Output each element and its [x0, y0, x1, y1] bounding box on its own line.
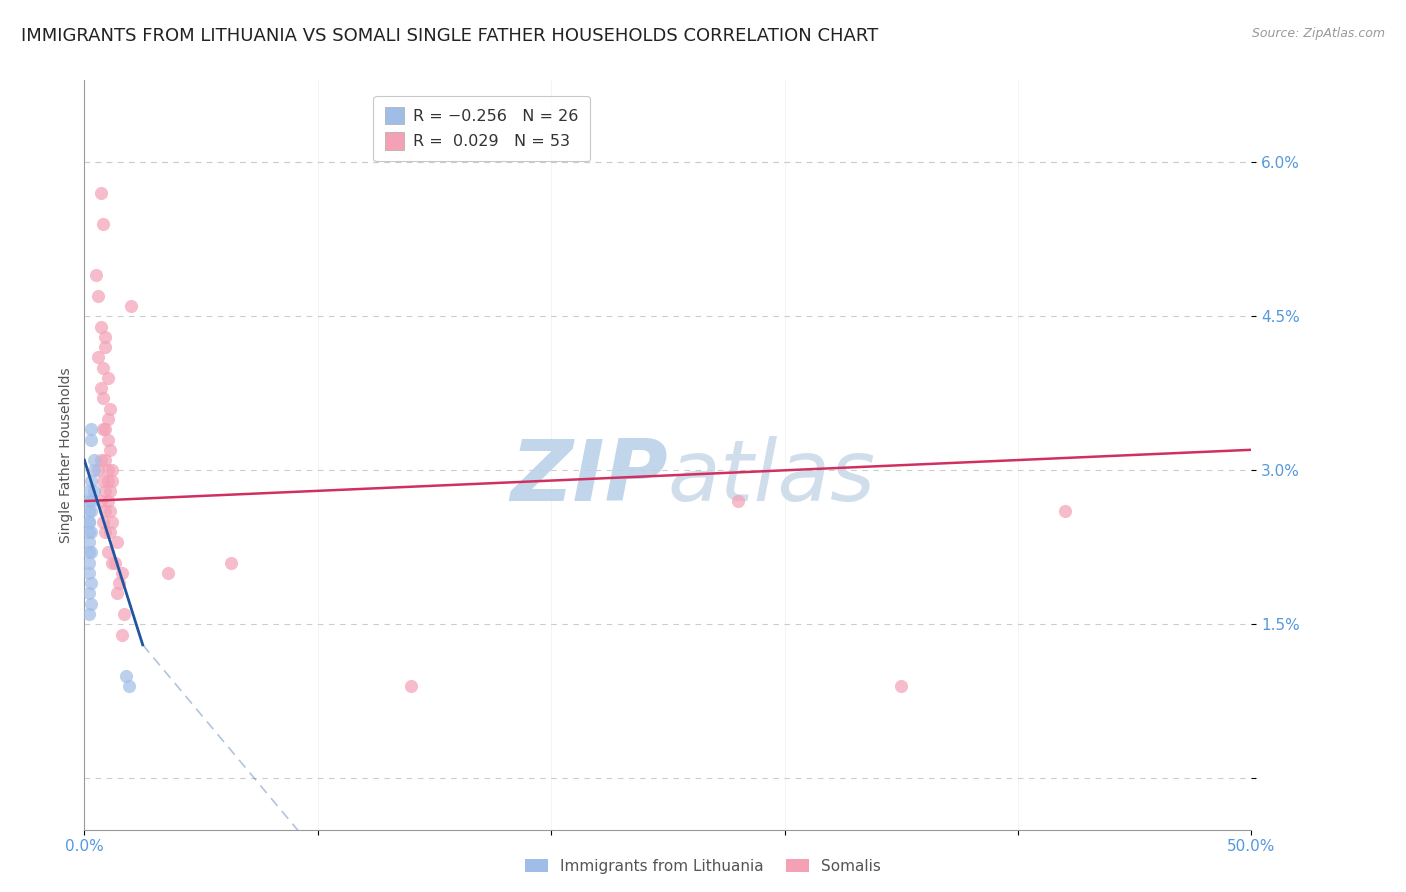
- Point: [98, 504, 121, 518]
- Point: [105, 586, 128, 600]
- Point: [120, 299, 142, 313]
- Point: [80, 524, 103, 539]
- Point: [94, 483, 117, 498]
- Point: [115, 668, 138, 682]
- Point: [97, 412, 120, 426]
- Point: [157, 566, 180, 580]
- Point: [80, 576, 103, 591]
- Text: atlas: atlas: [668, 436, 876, 519]
- Point: [399, 679, 422, 693]
- Point: [91, 392, 114, 406]
- Point: [80, 504, 103, 518]
- Point: [94, 422, 117, 436]
- Point: [1053, 504, 1076, 518]
- Point: [91, 515, 114, 529]
- Legend: Immigrants from Lithuania, Somalis: Immigrants from Lithuania, Somalis: [519, 853, 887, 880]
- Point: [77, 535, 100, 549]
- Point: [77, 524, 100, 539]
- Point: [90, 186, 112, 201]
- Point: [91, 474, 114, 488]
- Point: [90, 494, 112, 508]
- Point: [87, 351, 110, 365]
- Point: [77, 515, 100, 529]
- Point: [727, 494, 749, 508]
- Text: Source: ZipAtlas.com: Source: ZipAtlas.com: [1251, 27, 1385, 40]
- Point: [90, 319, 112, 334]
- Point: [94, 330, 117, 344]
- Point: [98, 401, 121, 416]
- Point: [83, 483, 105, 498]
- Point: [87, 463, 110, 477]
- Point: [98, 524, 121, 539]
- Point: [221, 556, 243, 570]
- Point: [77, 556, 100, 570]
- Point: [77, 504, 100, 518]
- Point: [77, 483, 100, 498]
- Point: [111, 566, 134, 580]
- Point: [94, 504, 117, 518]
- Point: [98, 442, 121, 457]
- Point: [111, 627, 134, 641]
- Point: [108, 576, 131, 591]
- Point: [77, 515, 100, 529]
- Point: [97, 494, 120, 508]
- Point: [77, 607, 100, 621]
- Point: [91, 217, 114, 231]
- Point: [83, 453, 105, 467]
- Point: [97, 433, 120, 447]
- Point: [84, 268, 107, 283]
- Point: [94, 453, 117, 467]
- Point: [101, 515, 124, 529]
- Point: [112, 607, 135, 621]
- Point: [97, 463, 120, 477]
- Point: [90, 453, 112, 467]
- Point: [118, 679, 141, 693]
- Point: [97, 474, 120, 488]
- Point: [104, 556, 127, 570]
- Text: ZIP: ZIP: [510, 436, 668, 519]
- Point: [80, 545, 103, 559]
- Point: [83, 463, 105, 477]
- Y-axis label: Single Father Households: Single Father Households: [59, 368, 73, 542]
- Legend: R = −0.256   N = 26, R =  0.029   N = 53: R = −0.256 N = 26, R = 0.029 N = 53: [374, 95, 591, 161]
- Point: [890, 679, 912, 693]
- Point: [101, 556, 124, 570]
- Text: IMMIGRANTS FROM LITHUANIA VS SOMALI SINGLE FATHER HOUSEHOLDS CORRELATION CHART: IMMIGRANTS FROM LITHUANIA VS SOMALI SING…: [21, 27, 879, 45]
- Point: [97, 371, 120, 385]
- Point: [98, 483, 121, 498]
- Point: [80, 422, 103, 436]
- Point: [77, 566, 100, 580]
- Point: [80, 433, 103, 447]
- Point: [87, 289, 110, 303]
- Point: [101, 463, 124, 477]
- Point: [80, 494, 103, 508]
- Point: [91, 422, 114, 436]
- Point: [105, 535, 128, 549]
- Point: [91, 360, 114, 375]
- Point: [94, 340, 117, 354]
- Point: [90, 381, 112, 395]
- Point: [80, 474, 103, 488]
- Point: [94, 524, 117, 539]
- Point: [97, 545, 120, 559]
- Point: [77, 545, 100, 559]
- Point: [77, 494, 100, 508]
- Point: [101, 474, 124, 488]
- Point: [80, 597, 103, 611]
- Point: [77, 586, 100, 600]
